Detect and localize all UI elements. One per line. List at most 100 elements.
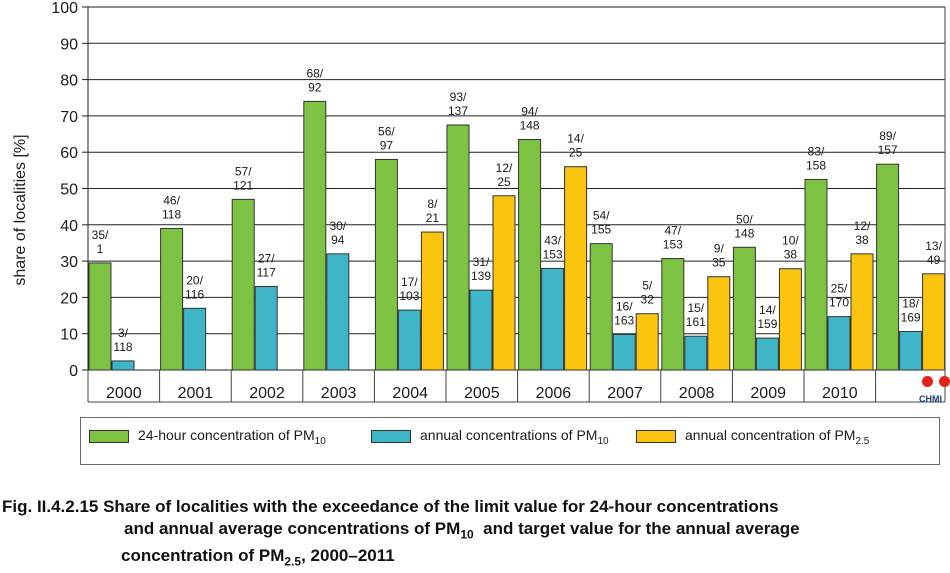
legend-sub-pm10-daily: 10 [314,435,326,447]
x-tick-label: 2003 [321,385,357,402]
bar-label-bottom: 49 [927,253,941,267]
caption-line-3: concentration of PM2.5, 2000–2011 [2,545,947,572]
bar-label-top: 89/ [879,129,896,143]
chmi-logo-text: CHMI [919,394,942,404]
x-tick-label: 2008 [679,385,715,402]
bar-label-bottom: 38 [784,248,798,262]
caption-line-3-sub: 2.5 [284,554,302,569]
bar-label-top: 50/ [736,212,753,226]
bar-label-bottom: 92 [308,80,322,94]
bar-s0-2005 [446,124,470,371]
bar-label-bottom: 170 [829,296,849,310]
bar-s0-2008 [661,258,685,371]
bar-label-top: 12/ [854,219,871,233]
bar-s2-2006 [564,166,588,371]
x-tick-label: 2002 [249,385,285,402]
y-tick-label: 100 [51,0,78,17]
bar-s0-2004 [374,158,398,371]
bar-label-top: 47/ [664,224,681,238]
bar-label-top: 8/ [427,197,438,211]
bar-label-top: 17/ [401,275,418,289]
bar-s1-2006 [541,267,565,371]
bar-chart: 0 10 20 30 40 50 60 70 80 90 100 35/1 46/118 57/121 6… [12,0,946,403]
x-axis: 2000 2001 2002 2003 2004 2005 2006 2007 2008 2009… [87,7,946,403]
bar-label-top: 54/ [593,209,610,223]
bar-label-top: 14/ [567,132,584,146]
bar-s0-2010 [804,178,828,371]
legend-swatch-pm10-daily [89,429,129,443]
bar-s1-2002 [254,286,278,371]
legend-sub-pm10-annual: 10 [597,435,609,447]
bar-s1-2009 [755,337,779,371]
y-axis-label: share of localities [%] [12,134,29,285]
bar-label-bottom: 148 [734,226,754,240]
caption-line-2: and annual average concentrations of PM1… [2,518,947,545]
chmi-logo-icon-right [939,376,950,387]
caption-line-3-b: , 2000–2011 [301,546,395,566]
y-tick-label: 30 [60,254,78,271]
bar-s0-2007 [589,243,613,371]
bar-label-top: 10/ [782,234,799,248]
bar-s0-2001 [160,227,184,371]
y-tick-label: 60 [60,145,78,162]
bar-label-bottom: 153 [663,238,683,252]
legend-text-pm10-annual: annual concentrations of PM [420,427,598,443]
gridlines [88,6,945,371]
bar-label-bottom: 97 [380,138,394,152]
bar-label-bottom: 21 [426,211,440,225]
bar-label-top: 16/ [616,299,633,313]
x-tick-label: 2005 [464,385,500,402]
bar-label-bottom: 118 [113,340,132,354]
bar-label-top: 83/ [808,144,825,158]
bars [88,100,946,371]
x-tick-label: 2009 [750,385,786,402]
x-tick-label: 2000 [106,385,142,402]
bar-label-bottom: 25 [497,175,511,189]
bar-label-top: 3/ [118,326,129,340]
caption-line-1: Fig. II.4.2.15 Share of localities with … [2,497,779,516]
bar-label-top: 20/ [186,273,203,287]
bar-s0-2000 [88,262,112,371]
bar-label-top: 13/ [925,239,942,253]
chmi-logo: CHMI [918,374,950,408]
bar-label-top: 25/ [831,282,848,296]
bar-label-bottom: 169 [901,311,921,325]
y-tick-label: 0 [69,363,78,380]
y-tick-label: 80 [60,73,78,90]
bar-label-bottom: 161 [686,315,706,329]
bar-label-bottom: 116 [185,287,204,301]
y-tick-label: 50 [60,182,78,199]
caption-line-2-b: and target value for the annual average [473,519,800,538]
chart-legend: 24-hour concentration of PM10 annual con… [80,417,940,465]
bar-label-bottom: 1 [97,242,104,256]
bar-s1-2008 [684,335,708,371]
y-axis: 0 10 20 30 40 50 60 70 80 90 100 [51,0,89,380]
x-tick-label: 2001 [178,385,214,402]
bar-label-top: 31/ [473,255,490,269]
legend-swatch-pm10-annual [371,429,411,443]
bar-s2-2010 [850,253,874,371]
x-tick-label: 2007 [607,385,643,402]
bar-label-top: 68/ [306,66,323,80]
bar-label-bottom: 148 [520,118,540,132]
bar-s1-2003 [326,253,350,371]
bar-label-top: 94/ [521,104,538,118]
legend-text-pm25-annual: annual concentration of PM [685,427,856,443]
bar-s0-2006 [518,138,542,371]
chmi-logo-icon [922,376,933,387]
bar-s0-extra [876,163,900,371]
caption-line-3-a: concentration of PM [121,546,285,566]
bar-s0-2009 [732,246,756,371]
bar-s2-2005 [492,195,516,371]
y-tick-label: 10 [60,327,78,344]
x-tick-label: 2004 [392,385,428,402]
legend-item-pm25-annual: annual concentration of PM2.5 [636,427,869,447]
bar-s2-2008 [707,276,731,371]
bar-s2-2004 [420,231,444,371]
bar-label-top: 93/ [450,90,467,104]
x-tick-label: 2006 [536,385,572,402]
bar-s2-2009 [778,268,802,371]
bar-s1-2010 [827,316,851,371]
y-tick-label: 90 [60,36,78,53]
legend-sub-pm25-annual: 2.5 [855,435,870,447]
